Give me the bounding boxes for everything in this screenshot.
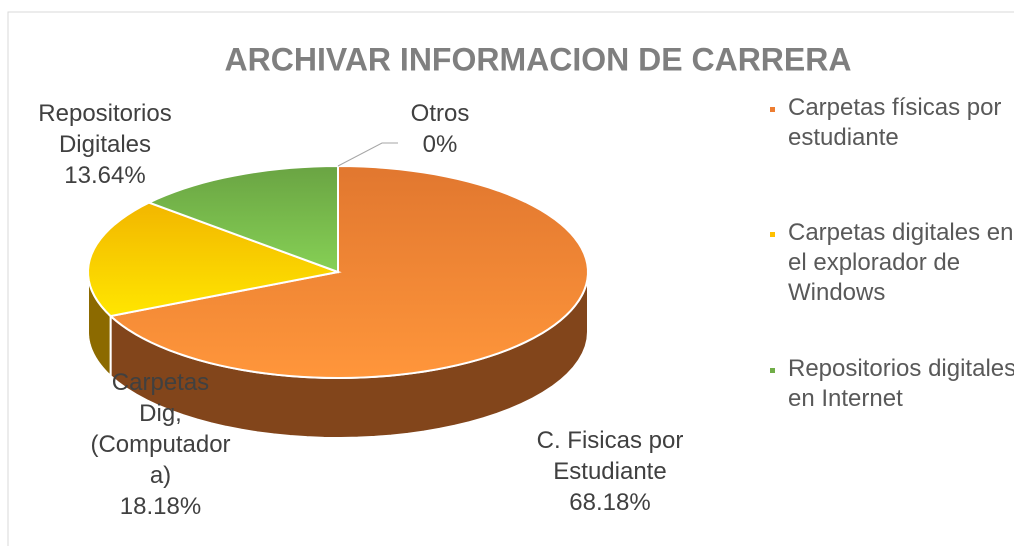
data-label: C. Fisicas por Estudiante 68.18% <box>510 425 710 518</box>
pie-slice <box>87 201 342 318</box>
data-label-value: 18.18% <box>119 493 202 520</box>
data-label: Repositorios Digitales 13.64% <box>5 98 205 191</box>
legend-label: Carpetas digitales en el explorador de W… <box>788 219 1014 306</box>
data-label: Otros 0% <box>385 98 495 160</box>
data-label-category: Repositorios Digitales <box>38 100 172 158</box>
data-label-value: 13.64% <box>64 162 146 189</box>
legend-label: Carpetas físicas por estudiante <box>788 94 1002 151</box>
chart-border <box>7 11 1014 546</box>
legend-marker <box>770 368 775 373</box>
chart-title: ARCHIVAR INFORMACION DE CARRERA <box>225 41 852 77</box>
data-label-category: Otros <box>410 100 470 127</box>
legend-label: Repositorios digitales en Internet <box>788 355 1014 412</box>
data-label-value: 68.18% <box>569 489 651 516</box>
data-label-value: 0% <box>422 131 458 158</box>
legend-marker <box>770 107 775 112</box>
pie-slice <box>146 164 339 274</box>
legend-marker <box>770 232 775 237</box>
data-label-category: C. Fisicas por Estudiante <box>536 427 684 485</box>
data-label: Carpetas Dig, (Computadora) 18.18% <box>88 367 233 522</box>
leader-line <box>337 142 398 167</box>
pie-slice <box>108 164 589 379</box>
data-label-category: Carpetas Dig, (Computadora) <box>90 369 231 489</box>
